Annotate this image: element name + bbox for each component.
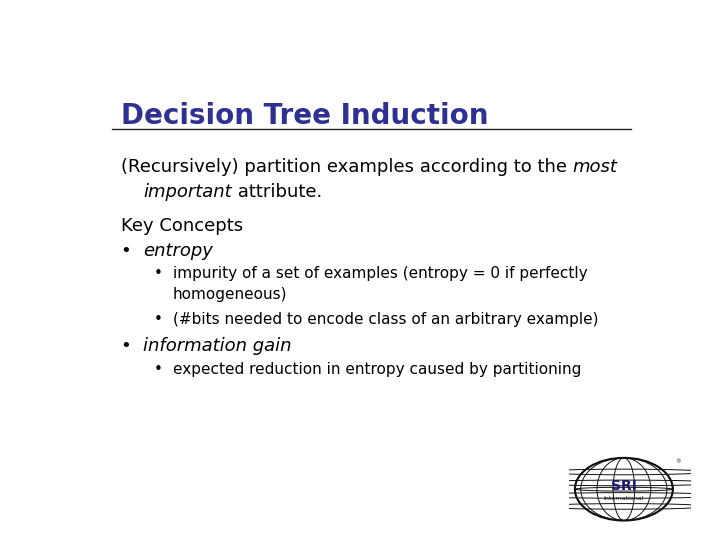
Text: Key Concepts: Key Concepts [121,217,243,234]
Circle shape [575,458,673,521]
Text: expected reduction in entropy caused by partitioning: expected reduction in entropy caused by … [173,362,581,377]
Text: most: most [572,158,617,177]
Text: International: International [603,496,644,501]
Text: impurity of a set of examples (entropy = 0 if perfectly: impurity of a set of examples (entropy =… [173,266,588,281]
Text: •: • [154,266,163,281]
Text: (Recursively) partition examples according to the: (Recursively) partition examples accordi… [121,158,572,177]
Text: (#bits needed to encode class of an arbitrary example): (#bits needed to encode class of an arbi… [173,312,598,327]
Text: •: • [154,362,163,377]
Text: •: • [154,312,163,327]
Text: important: important [143,183,232,201]
Text: SRI: SRI [611,479,636,493]
Text: attribute.: attribute. [232,183,322,201]
Text: entropy: entropy [143,241,213,260]
Text: information gain: information gain [143,337,292,355]
Text: ®: ® [675,460,680,464]
Text: •: • [121,241,132,260]
Text: Decision Tree Induction: Decision Tree Induction [121,102,488,130]
Text: homogeneous): homogeneous) [173,287,287,302]
Text: •: • [121,337,132,355]
